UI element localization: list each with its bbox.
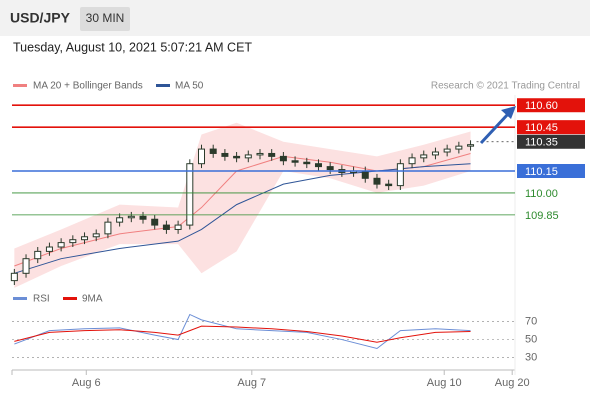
level-label: 110.35 xyxy=(525,137,558,149)
x-tick-label: Aug 20 xyxy=(495,377,530,389)
level-label: 110.45 xyxy=(525,122,558,134)
source: Research © 2021 Trading Central xyxy=(431,81,580,92)
candle-body xyxy=(420,154,428,159)
level-label: 110.15 xyxy=(525,166,558,178)
candle-body xyxy=(408,157,416,165)
legend-label: 9MA xyxy=(82,294,103,305)
candle-body xyxy=(162,224,170,230)
x-tick-label: Aug 7 xyxy=(237,377,266,389)
timestamp: Tuesday, August 10, 2021 5:07:21 AM CET xyxy=(13,40,252,54)
candle-body xyxy=(244,154,252,159)
legend-label: MA 20 + Bollinger Bands xyxy=(33,81,143,92)
candle-body xyxy=(291,160,299,163)
candle-body xyxy=(57,242,65,248)
level-box xyxy=(517,98,585,113)
candle-body xyxy=(174,224,182,230)
legend-label: RSI xyxy=(33,294,50,305)
candle-body xyxy=(10,272,18,282)
candle-body xyxy=(443,148,451,153)
candle-body xyxy=(373,177,381,185)
rsi-line xyxy=(14,313,471,350)
candle-body xyxy=(104,221,112,235)
candle-body xyxy=(431,151,439,156)
candle-body xyxy=(209,148,217,154)
legend-swatch xyxy=(13,297,27,300)
candle-body xyxy=(116,217,124,223)
bollinger-band xyxy=(14,122,471,288)
x-tick-label: Aug 10 xyxy=(427,377,462,389)
rsi-tick-label: 30 xyxy=(525,351,537,363)
candle-body xyxy=(198,148,206,165)
candle-body xyxy=(127,215,135,219)
candle-body xyxy=(326,166,334,171)
rsi-tick-label: 50 xyxy=(525,333,537,345)
x-tick-label: Aug 6 xyxy=(72,377,101,389)
legend-swatch xyxy=(156,84,170,87)
candle-body xyxy=(139,215,147,220)
rsi-tick-label: 70 xyxy=(525,316,537,328)
level-label: 110.60 xyxy=(525,100,558,112)
candle-body xyxy=(69,239,77,244)
forecast-arrow xyxy=(479,112,510,145)
candle-body xyxy=(256,152,264,156)
legend-swatch xyxy=(63,297,77,300)
candle-body xyxy=(92,233,100,238)
symbol: USD/JPY xyxy=(10,10,71,26)
candle-body xyxy=(151,218,159,226)
level-box xyxy=(517,120,585,135)
candle-body xyxy=(22,258,30,274)
ma50-line xyxy=(14,163,471,274)
level-label: 110.00 xyxy=(525,188,558,200)
level-box xyxy=(517,164,585,178)
candle-body xyxy=(467,144,475,147)
candle-body xyxy=(314,163,322,168)
candle-body xyxy=(279,155,287,162)
candle-body xyxy=(361,170,369,179)
candle-body xyxy=(233,155,241,159)
candle-body xyxy=(34,250,42,260)
candle-body xyxy=(221,152,229,157)
forecast-arrowhead xyxy=(501,106,516,119)
rsi-line xyxy=(14,325,471,343)
timeframe-button[interactable] xyxy=(80,7,130,31)
candle-body xyxy=(303,161,311,165)
timeframe[interactable]: 30 MIN xyxy=(86,11,125,25)
candle-body xyxy=(455,145,463,150)
candle-body xyxy=(81,236,89,241)
candle-body xyxy=(186,163,194,226)
level-box xyxy=(517,134,585,149)
candle-body xyxy=(396,163,404,187)
legend-swatch xyxy=(13,84,27,87)
level-label: 109.85 xyxy=(525,210,559,222)
candle-body xyxy=(268,152,276,157)
candle-body xyxy=(385,183,393,187)
legend-label: MA 50 xyxy=(175,81,204,92)
candle-body xyxy=(45,246,53,252)
